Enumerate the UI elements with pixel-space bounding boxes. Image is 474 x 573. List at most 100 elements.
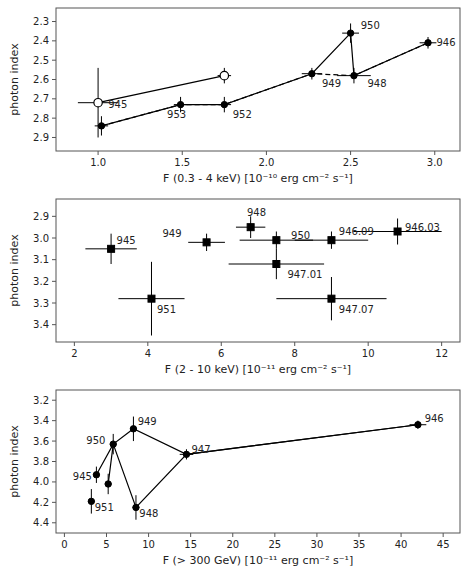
y-tick-label: 2.3 <box>33 16 49 27</box>
plot-frame <box>56 8 460 151</box>
y-tick <box>52 324 56 325</box>
annotation: 950 <box>361 20 380 31</box>
annotation: 951 <box>95 502 114 513</box>
annotation: 949 <box>322 78 341 89</box>
x-axis-label: F (2 - 10 keV) [10⁻¹¹ erg cm⁻² s⁻¹] <box>165 363 351 376</box>
panel: 0510152025303540453.23.43.63.84.04.24.4F… <box>8 390 461 567</box>
x-tick <box>221 342 222 346</box>
x-tick-label: 10 <box>362 348 375 359</box>
annotation: 948 <box>139 508 158 519</box>
chart-root: 1.01.52.02.53.02.32.42.52.62.72.82.9F (0… <box>0 0 474 573</box>
square-point <box>273 237 280 244</box>
point <box>130 426 136 432</box>
annotation: 948 <box>247 207 266 218</box>
y-tick-label: 3.8 <box>33 456 49 467</box>
x-tick <box>74 342 75 346</box>
y-tick <box>52 522 56 523</box>
data-line <box>96 425 418 475</box>
annotation: 947.01 <box>287 269 322 280</box>
y-tick <box>52 461 56 462</box>
square-point <box>247 224 254 231</box>
x-tick <box>232 533 233 537</box>
plot-frame <box>56 199 460 342</box>
x-tick <box>274 533 275 537</box>
x-tick-label: 20 <box>226 539 239 550</box>
x-tick-label: 25 <box>268 539 281 550</box>
x-tick-label: 3.0 <box>427 157 443 168</box>
x-tick-label: 12 <box>435 348 448 359</box>
x-tick-label: 6 <box>218 348 224 359</box>
annotation: 951 <box>157 304 176 315</box>
x-tick-label: 5 <box>103 539 109 550</box>
square-point <box>148 295 155 302</box>
x-tick-label: 1.5 <box>174 157 190 168</box>
square-point <box>273 261 280 268</box>
x-tick-label: 30 <box>311 539 324 550</box>
x-tick <box>359 533 360 537</box>
y-tick-label: 3.3 <box>33 298 49 309</box>
open-point <box>94 98 102 106</box>
y-tick-label: 2.9 <box>33 211 49 222</box>
annotation: 949 <box>138 416 157 427</box>
point <box>110 441 116 447</box>
annotation: 945 <box>108 99 127 110</box>
plot-area <box>78 23 437 137</box>
y-tick <box>52 137 56 138</box>
data-line <box>101 33 428 126</box>
y-tick-label: 2.4 <box>33 35 49 46</box>
point <box>221 101 227 107</box>
data-line <box>101 43 428 126</box>
y-tick <box>52 259 56 260</box>
x-tick <box>350 151 351 155</box>
x-tick-label: 2.5 <box>343 157 359 168</box>
y-tick <box>52 481 56 482</box>
point <box>133 504 139 510</box>
x-axis-label: F (0.3 - 4 keV) [10⁻¹⁰ erg cm⁻² s⁻¹] <box>163 172 353 185</box>
point <box>98 123 104 129</box>
plot-frame <box>56 390 460 533</box>
annotation: 946.03 <box>405 222 440 233</box>
y-tick <box>52 420 56 421</box>
y-axis-label: photon index <box>8 425 21 498</box>
x-tick-label: 10 <box>142 539 155 550</box>
panel: 1.01.52.02.53.02.32.42.52.62.72.82.9F (0… <box>8 8 461 185</box>
x-tick-label: 1.0 <box>90 157 106 168</box>
point <box>425 40 431 46</box>
y-tick-label: 3.2 <box>33 395 49 406</box>
square-point <box>328 237 335 244</box>
x-tick <box>106 533 107 537</box>
x-tick <box>98 151 99 155</box>
y-tick-label: 3.1 <box>33 254 49 265</box>
annotation: 947.07 <box>339 304 374 315</box>
square-point <box>108 245 115 252</box>
x-tick-label: 40 <box>395 539 408 550</box>
y-tick-label: 3.6 <box>33 436 49 447</box>
x-tick <box>368 342 369 346</box>
y-tick <box>52 238 56 239</box>
chart-figure: 1.01.52.02.53.02.32.42.52.62.72.82.9F (0… <box>0 0 474 573</box>
x-axis-label: F (> 300 GeV) [10⁻¹¹ erg cm⁻² s⁻¹] <box>163 554 354 567</box>
x-tick <box>266 151 267 155</box>
x-tick <box>441 342 442 346</box>
point <box>88 498 94 504</box>
x-tick <box>147 342 148 346</box>
x-tick <box>316 533 317 537</box>
y-tick-label: 4.2 <box>33 497 49 508</box>
annotation: 948 <box>367 78 386 89</box>
x-tick-label: 35 <box>353 539 366 550</box>
y-tick <box>52 216 56 217</box>
y-tick <box>52 21 56 22</box>
annotation: 952 <box>233 109 252 120</box>
x-tick <box>182 151 183 155</box>
point <box>183 451 189 457</box>
y-tick-label: 2.6 <box>33 74 49 85</box>
square-point <box>203 239 210 246</box>
x-tick-label: 4 <box>145 348 151 359</box>
x-tick <box>434 151 435 155</box>
annotation: 946.09 <box>339 226 374 237</box>
point <box>105 481 111 487</box>
x-tick-label: 15 <box>184 539 197 550</box>
y-axis-label: photon index <box>8 234 21 307</box>
square-point <box>394 228 401 235</box>
x-tick <box>401 533 402 537</box>
